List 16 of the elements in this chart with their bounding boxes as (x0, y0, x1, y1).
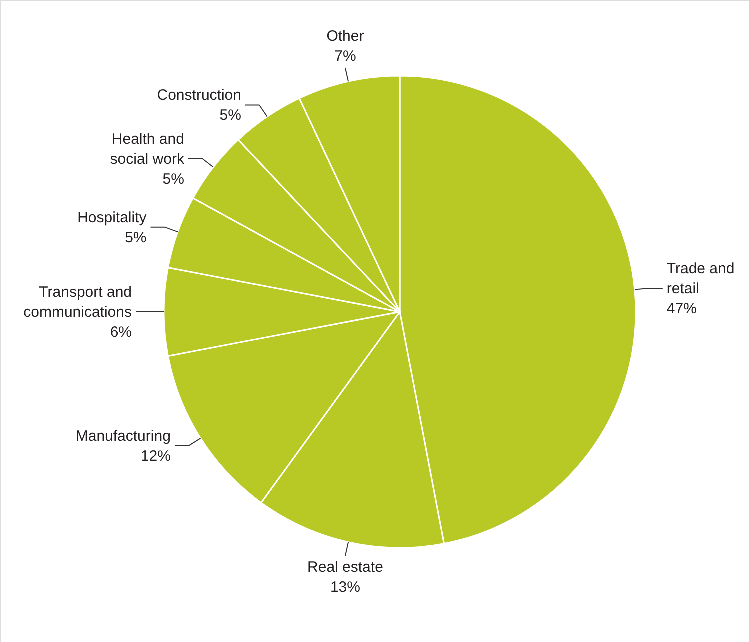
slice-label: Transport and communications (24, 284, 132, 321)
slice-label: Manufacturing (76, 428, 171, 445)
data-label: 13% (330, 578, 360, 596)
data-label: 5% (125, 229, 147, 246)
data-label: 6% (110, 324, 132, 341)
data-label: 5% (220, 107, 242, 124)
slice-label: Real estate (308, 558, 384, 576)
slice-label: Construction (157, 87, 242, 104)
slice-label: Other (326, 28, 364, 46)
slice-label: Trade and retail (666, 260, 735, 298)
slice-label: Hospitality (78, 209, 148, 226)
data-label: 47% (666, 300, 697, 318)
slice-label: Health and social work (110, 130, 185, 168)
data-label: 12% (140, 448, 171, 465)
data-label: 7% (334, 48, 356, 66)
data-label: 5% (162, 170, 184, 188)
